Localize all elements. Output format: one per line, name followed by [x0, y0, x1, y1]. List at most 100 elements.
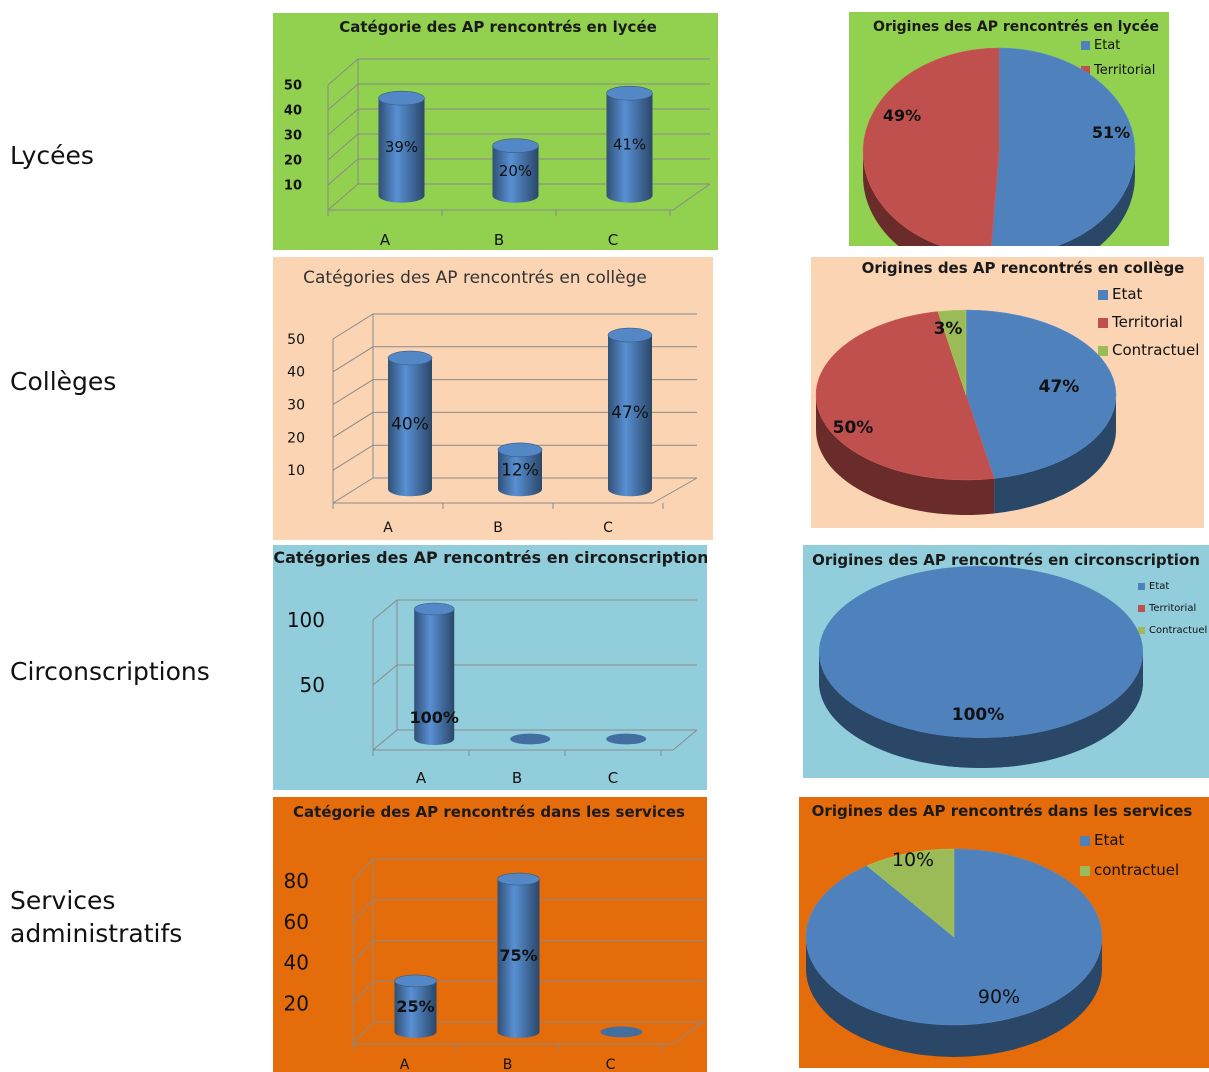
bar-a [394, 974, 437, 1038]
legend-swatch-etat [1080, 836, 1090, 846]
bar-flat [600, 1026, 643, 1038]
legend-label-etat: Etat [1094, 38, 1120, 53]
slice-etat [991, 47, 1136, 246]
bar-body [492, 145, 539, 203]
gridline [327, 83, 710, 111]
bar-body [497, 879, 540, 1038]
y-tick-label: 30 [284, 129, 302, 144]
legend-label-territorial: Territorial [1093, 63, 1155, 78]
bar-top [492, 138, 539, 153]
legend-swatch-territorial [1098, 318, 1108, 328]
legend-swatch-territorial [1081, 66, 1090, 75]
data-label-contractuel: 10% [892, 849, 934, 871]
bar-c [606, 733, 647, 745]
gridline [372, 599, 697, 621]
gridline [352, 980, 703, 1004]
bar-top [606, 85, 653, 101]
slice-etat [819, 566, 1143, 738]
floor-side-edge [672, 729, 698, 751]
floor-side-edge [652, 477, 698, 504]
gridline [332, 346, 697, 373]
pie-chart-svg: Origines des AP rencontrés en circonscri… [803, 545, 1209, 778]
bar-body [394, 980, 437, 1038]
bar-top [413, 602, 455, 616]
bar-top [607, 327, 653, 343]
slice-contractuel [866, 848, 955, 938]
category-label-c: C [603, 520, 613, 536]
bar-c [607, 327, 653, 497]
slice-side-etat [994, 395, 1116, 514]
gridline [327, 158, 710, 186]
data-label-a: 39% [385, 138, 418, 156]
legend-swatch-contractuel [1138, 627, 1145, 634]
category-label-a: A [383, 520, 393, 536]
y-tick-label: 20 [287, 430, 305, 446]
y-tick-label: 10 [287, 463, 305, 479]
legend-label-etat: Etat [1094, 831, 1125, 849]
floor-side-edge [672, 1021, 704, 1045]
gridline [352, 940, 703, 963]
chart-college-categories: Catégories des AP rencontrés en collège 1… [273, 257, 713, 540]
legend-label-etat: Etat [1112, 285, 1143, 303]
data-label-c: 41% [613, 136, 646, 154]
bar-top [497, 442, 543, 458]
legend-label-etat: Etat [1149, 581, 1169, 592]
bar-b [492, 138, 539, 203]
chart-services-categories: Catégorie des AP rencontrés dans les ser… [273, 797, 707, 1072]
data-label-territorial: 50% [833, 418, 874, 438]
y-tick-label: 30 [287, 398, 305, 414]
chart-title: Catégorie des AP rencontrés en lycée [339, 18, 657, 36]
chart-services-origines: Origines des AP rencontrés dans les serv… [799, 797, 1209, 1068]
category-label-b: B [503, 1057, 513, 1072]
bar-top [387, 350, 433, 366]
y-tick-label: 40 [287, 365, 305, 381]
gridline [332, 411, 697, 438]
data-label-etat: 51% [1092, 123, 1130, 142]
gridline [327, 133, 710, 161]
y-tick-label: 80 [284, 869, 309, 893]
bar-top [394, 974, 437, 988]
y-tick-label: 10 [284, 179, 302, 194]
gridline [372, 664, 697, 686]
bar-body [414, 609, 455, 745]
gridline [352, 858, 703, 882]
chart-background [273, 545, 707, 790]
y-tick-label: 20 [284, 991, 309, 1015]
bar-a [378, 90, 425, 203]
data-label-b: 75% [499, 946, 537, 965]
slice-territorial [816, 311, 995, 481]
bar-chart-svg: Catégories des AP rencontrés en collège 1… [273, 257, 713, 540]
floor-back-edge [352, 1021, 703, 1045]
gridline [332, 444, 697, 471]
bar-chart-svg: Catégories des AP rencontrés en circonsc… [273, 545, 707, 790]
slice-side-etat [806, 937, 1102, 1057]
pie-chart-svg: Origines des AP rencontrés en collège Eta… [811, 257, 1204, 528]
legend-swatch-contractuel [1080, 866, 1090, 876]
category-label-c: C [608, 231, 618, 249]
category-label-a: A [400, 1057, 410, 1072]
chart-college-origines: Origines des AP rencontrés en collège Eta… [811, 257, 1204, 528]
bar-top [497, 872, 540, 886]
gridline [352, 899, 703, 923]
legend-swatch-etat [1081, 41, 1090, 50]
pie-chart-svg: Origines des AP rencontrés en lycée Etat T… [849, 12, 1169, 246]
gridline [332, 379, 697, 406]
bar-top [378, 90, 425, 106]
bar-body [388, 358, 432, 497]
bar-b [497, 872, 540, 1038]
data-label-a: 40% [391, 415, 429, 435]
bar-c [600, 1026, 643, 1038]
chart-circonscription-origines: Origines des AP rencontrés en circonscri… [803, 545, 1209, 778]
gridline [327, 108, 710, 136]
bar-body [378, 98, 425, 203]
row-label-lycees: Lycées [10, 141, 94, 170]
floor-side-edge [672, 183, 711, 211]
category-label-c: C [608, 769, 618, 787]
bar-chart-svg: Catégorie des AP rencontrés en lycée 10 20… [273, 13, 718, 250]
category-label-b: B [494, 231, 504, 249]
row-label-circonscriptions: Circonscriptions [10, 657, 210, 686]
legend-label-contractuel: Contractuel [1149, 625, 1207, 636]
bar-b [510, 733, 551, 745]
category-label-b: B [493, 520, 503, 536]
slice-etat [965, 309, 1117, 479]
